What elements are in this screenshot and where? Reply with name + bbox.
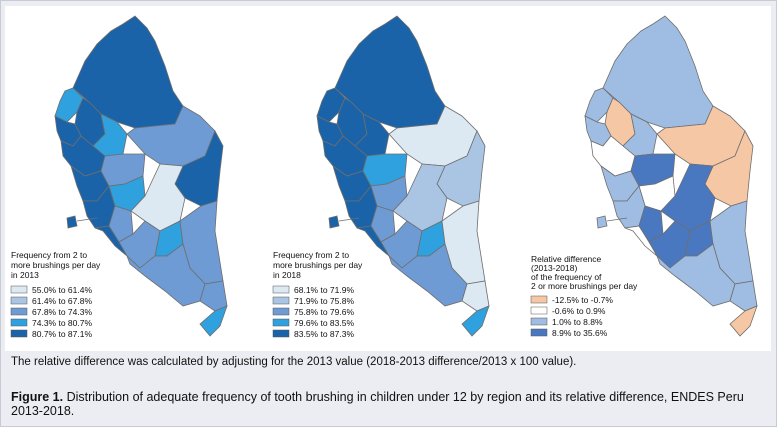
figure-label: Figure 1.: [11, 390, 64, 404]
legend-2013-swatch-5: [10, 329, 28, 338]
region-callao: [596, 215, 608, 229]
legend-2018-title-1: Frequency from 2 to: [273, 250, 349, 260]
legend-2013-label-3: 67.8% to 74.3%: [32, 307, 92, 317]
legend-diff-swatch-1: [530, 295, 548, 304]
legend-2018-title-2: more brushings per day: [273, 260, 363, 270]
legend-2013-title-3: in 2013: [11, 270, 39, 280]
region-moquegua: [199, 280, 228, 312]
map-difference: Relative difference (2013-2018) of the f…: [530, 15, 758, 338]
legend-2013-label-1: 55.0% to 61.4%: [32, 285, 92, 295]
region-piura: [584, 87, 614, 123]
svg-text:more brushings per day: more brushings per day: [11, 260, 101, 270]
figure-caption-text: Distribution of adequate frequency of to…: [11, 390, 744, 418]
region-ucayali: [126, 105, 216, 167]
region-tacna: [729, 305, 758, 337]
legend-2013-title-2: more brushings per day: [11, 260, 101, 270]
figure-note: The relative difference was calculated b…: [11, 356, 577, 368]
legend-2013-swatch-1: [10, 285, 28, 294]
svg-text:in 2013: in 2013: [11, 270, 39, 280]
legend-diff-title-1: Relative difference: [531, 254, 602, 264]
legend-2018-swatch-5: [272, 329, 290, 338]
legend-diff-label-3: 1.0% to 8.8%: [552, 317, 603, 327]
legend-2013-label-4: 74.3% to 80.7%: [32, 318, 92, 328]
region-ucayali: [656, 105, 746, 167]
legend-2018-swatch-3: [272, 307, 290, 316]
legend-diff-swatch-3: [530, 317, 548, 326]
legend-2018-label-1: 68.1% to 71.9%: [294, 285, 354, 295]
legend-2013: Frequency from 2 to more brushings per d…: [10, 250, 101, 339]
legend-diff-swatch-4: [530, 328, 548, 337]
legend-2018-label-5: 83.5% to 87.3%: [294, 329, 354, 339]
region-moquegua: [729, 280, 758, 312]
map-2018: Frequency from 2 to more brushings per d…: [272, 15, 490, 339]
region-tacna: [461, 305, 490, 337]
maps-svg: Frequency from 2 to more brushings per d…: [10, 15, 758, 339]
legend-2013-title-1: Frequency from 2 to: [11, 250, 87, 260]
figure-caption: Figure 1. Distribution of adequate frequ…: [11, 390, 751, 418]
legend-diff-title-4: 2 or more brushings per day: [531, 281, 638, 291]
legend-2013-label-2: 61.4% to 67.8%: [32, 296, 92, 306]
legend-diff-label-2: -0.6% to 0.9%: [552, 306, 606, 316]
legend-2013-swatch-4: [10, 318, 28, 327]
region-piura: [54, 87, 84, 123]
legend-2018-swatch-2: [272, 296, 290, 305]
region-cusco: [660, 163, 716, 232]
legend-diff-title-2: (2013-2018): [531, 263, 577, 273]
legend-2018-label-4: 79.6% to 83.5%: [294, 318, 354, 328]
region-callao: [66, 215, 78, 229]
legend-2018-label-2: 71.9% to 75.8%: [294, 296, 354, 306]
legend-2018-title-3: in 2018: [273, 270, 301, 280]
region-cusco: [130, 163, 186, 232]
region-ucayali: [388, 105, 478, 167]
legend-2013-label-5: 80.7% to 87.1%: [32, 329, 92, 339]
svg-text:in 2018: in 2018: [273, 270, 301, 280]
figure-panel: Frequency from 2 to more brushings per d…: [5, 6, 771, 351]
svg-text:Frequency from 2 to: Frequency from 2 to: [273, 250, 349, 260]
legend-2018-label-3: 75.8% to 79.6%: [294, 307, 354, 317]
legend-diff-label-1: -12.5% to -0.7%: [552, 295, 613, 305]
legend-diff-label-4: 8.9% to 35.6%: [552, 328, 608, 338]
region-cusco: [392, 163, 448, 232]
legend-2018: Frequency from 2 to more brushings per d…: [272, 250, 363, 339]
svg-text:2 or more brushings per day: 2 or more brushings per day: [531, 281, 638, 291]
legend-diff-title-3: of the frequency of: [531, 272, 602, 282]
legend-2018-swatch-1: [272, 285, 290, 294]
svg-text:of the frequency of: of the frequency of: [531, 272, 602, 282]
legend-2013-swatch-2: [10, 296, 28, 305]
region-piura: [316, 87, 346, 123]
legend-diff-swatch-2: [530, 306, 548, 315]
legend-2013-swatch-3: [10, 307, 28, 316]
svg-text:(2013-2018): (2013-2018): [531, 263, 577, 273]
svg-text:Relative difference: Relative difference: [531, 254, 602, 264]
svg-text:more brushings per day: more brushings per day: [273, 260, 363, 270]
legend-difference: Relative difference (2013-2018) of the f…: [530, 254, 638, 338]
legend-2018-swatch-4: [272, 318, 290, 327]
map-2013: Frequency from 2 to more brushings per d…: [10, 15, 228, 339]
region-tacna: [199, 305, 228, 337]
region-moquegua: [461, 280, 490, 312]
region-callao: [328, 215, 340, 229]
svg-text:Frequency from 2 to: Frequency from 2 to: [11, 250, 87, 260]
